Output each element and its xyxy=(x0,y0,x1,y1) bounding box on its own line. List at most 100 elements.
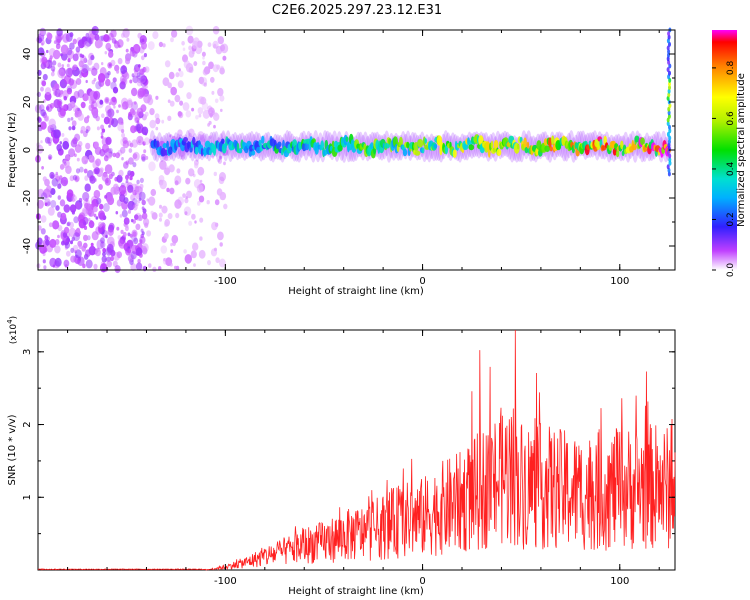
heatmap-cell xyxy=(73,216,79,224)
heatmap-cell xyxy=(77,89,85,99)
heatmap-cell xyxy=(103,34,110,43)
heatmap-cell xyxy=(131,73,135,78)
heatmap-cell xyxy=(402,148,408,157)
heatmap-cell xyxy=(64,75,72,85)
heatmap-cell xyxy=(99,203,104,210)
heatmap-cell xyxy=(106,109,112,118)
heatmap-cell xyxy=(79,74,82,79)
heatmap-cell xyxy=(161,205,168,214)
heatmap-cell xyxy=(125,179,129,184)
heatmap-cell xyxy=(89,175,96,184)
heatmap-cell xyxy=(159,217,162,222)
heatmap-cell xyxy=(211,155,215,159)
heatmap-cell xyxy=(127,200,135,211)
heatmap-cell xyxy=(58,100,62,106)
heatmap-cell xyxy=(44,136,51,144)
heatmap-cell xyxy=(132,153,138,160)
heatmap-cell xyxy=(60,212,67,221)
heatmap-cell xyxy=(667,31,671,37)
x-tick-label: 100 xyxy=(610,276,629,287)
heatmap-cell xyxy=(123,197,129,204)
heatmap-cell xyxy=(77,107,80,112)
heatmap-cell xyxy=(140,153,147,161)
heatmap-cell xyxy=(88,245,97,256)
heatmap-cell xyxy=(137,64,141,68)
heatmap-cell xyxy=(239,147,243,154)
heatmap-cell xyxy=(78,243,83,250)
heatmap-cell xyxy=(172,241,176,247)
heatmap-cell xyxy=(68,148,76,158)
heatmap-cell xyxy=(41,56,48,65)
heatmap-cell xyxy=(89,220,93,225)
heatmap-cell xyxy=(194,220,197,224)
heatmap-cell xyxy=(51,178,59,187)
y-tick-label: 40 xyxy=(22,48,33,61)
heatmap-cell xyxy=(143,149,147,154)
heatmap-cell xyxy=(149,119,156,129)
heatmap-cell xyxy=(414,150,421,156)
heatmap-cell xyxy=(220,132,226,139)
heatmap-cell xyxy=(135,203,139,207)
heatmap-cell xyxy=(93,77,97,82)
heatmap-cell xyxy=(668,135,672,141)
heatmap-cell xyxy=(668,70,671,76)
heatmap-cell xyxy=(91,231,99,241)
heatmap-cell xyxy=(201,51,206,57)
heatmap-cell xyxy=(127,157,134,165)
heatmap-cell xyxy=(111,118,119,128)
heatmap-cell xyxy=(46,104,53,112)
heatmap-cell xyxy=(549,146,553,152)
heatmap-cell xyxy=(185,177,191,185)
heatmap-cell xyxy=(251,150,256,156)
heatmap-cell xyxy=(217,36,224,45)
heatmap-cell xyxy=(70,240,73,245)
heatmap-cell xyxy=(40,228,46,235)
x-tick-label: 0 xyxy=(419,276,425,287)
heatmap-cell xyxy=(95,197,102,205)
heatmap-cell xyxy=(44,115,50,122)
snr-y-multiplier: (x104) xyxy=(6,316,19,344)
heatmap-cell xyxy=(57,211,62,218)
heatmap-cell xyxy=(548,137,552,148)
heatmap-cell xyxy=(50,65,56,72)
heatmap-cell xyxy=(80,101,86,109)
heatmap-cell xyxy=(143,53,147,58)
heatmap-cell xyxy=(131,87,138,97)
heatmap-cell xyxy=(104,177,111,186)
snr-y-ticks: 1 2 3 xyxy=(22,349,675,535)
heatmap-cell xyxy=(159,160,167,170)
heatmap-cell xyxy=(79,53,83,58)
colorbar-tick-label: 0.2 xyxy=(726,212,736,226)
heatmap-cell xyxy=(144,111,149,117)
heatmap-cell xyxy=(81,68,89,78)
heatmap-cell xyxy=(119,214,123,218)
heatmap-cell xyxy=(74,133,81,142)
heatmap-cell xyxy=(130,251,137,260)
heatmap-cell xyxy=(98,221,103,228)
heatmap-cell xyxy=(100,131,104,136)
heatmap-cell xyxy=(40,215,47,223)
heatmap-cell xyxy=(198,195,205,203)
heatmap-cell xyxy=(117,57,123,65)
heatmap-cell xyxy=(478,135,484,146)
heatmap-cell xyxy=(141,156,146,162)
heatmap-cell xyxy=(141,41,147,50)
heatmap-cell xyxy=(85,142,91,150)
heatmap-cell xyxy=(103,203,110,212)
heatmap-cell xyxy=(47,32,53,40)
heatmap-cell xyxy=(107,108,115,118)
heatmap-cell xyxy=(72,38,78,45)
heatmap-cell xyxy=(37,188,45,198)
heatmap-cell xyxy=(102,247,107,253)
y-tick-label: 0 xyxy=(22,147,33,153)
heatmap-cell xyxy=(54,257,62,267)
heatmap-cell xyxy=(544,145,551,152)
heatmap-cell xyxy=(213,171,217,177)
heatmap-cell xyxy=(44,178,50,187)
heatmap-cell xyxy=(208,149,212,156)
heatmap-cell xyxy=(219,67,225,75)
heatmap-cell xyxy=(543,138,548,146)
heatmap-cell xyxy=(85,259,93,269)
heatmap-cell xyxy=(66,85,73,93)
heatmap-cell xyxy=(65,154,71,162)
